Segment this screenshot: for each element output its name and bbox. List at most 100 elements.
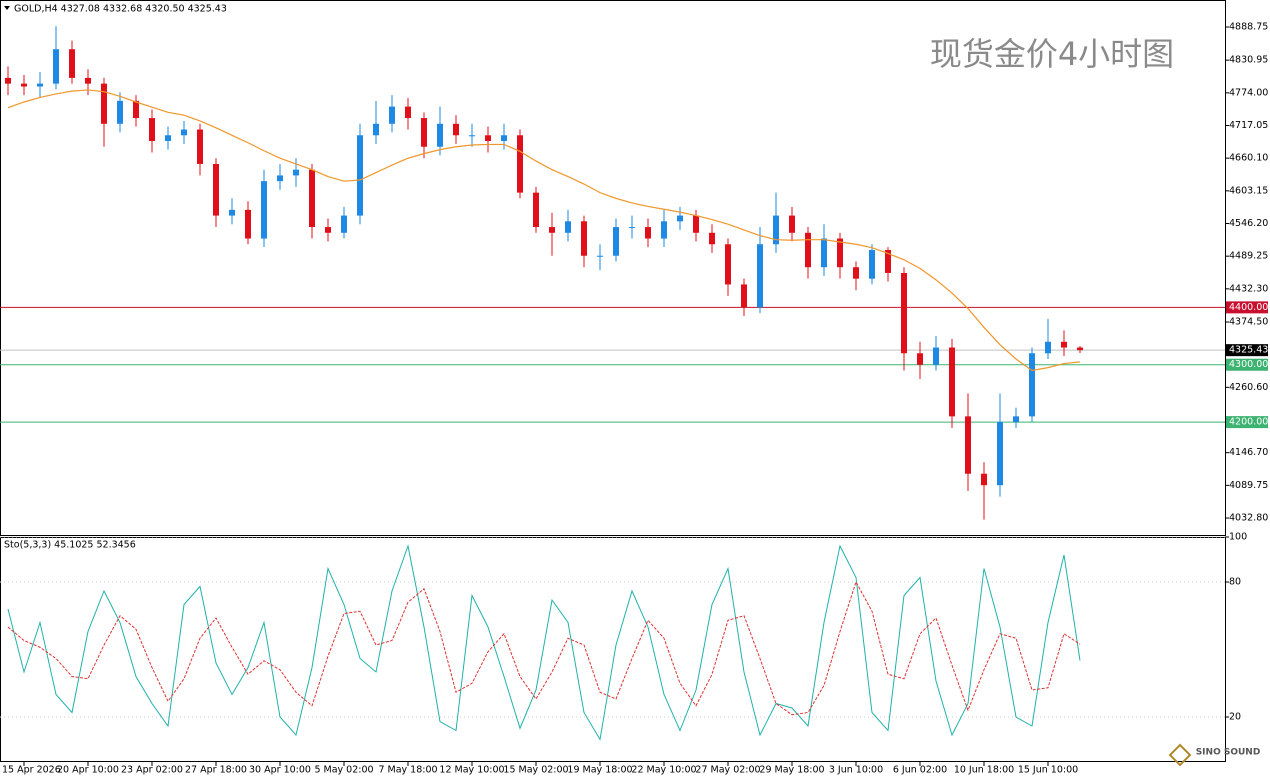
- x-tick-label: 30 Apr 10:00: [249, 765, 311, 776]
- y-tick-label: 20: [1229, 712, 1241, 723]
- x-tick-label: 6 Jun 02:00: [893, 765, 947, 776]
- watermark: SINO SOUND: [1196, 748, 1261, 758]
- current-price-box: [1226, 344, 1268, 357]
- candle-body: [677, 215, 683, 222]
- candle-body: [933, 347, 939, 365]
- x-tick-label: 27 May 02:00: [695, 765, 760, 776]
- candle-body: [613, 227, 619, 256]
- candle-body: [53, 49, 59, 84]
- candle-body: [1029, 353, 1035, 417]
- candle-body: [997, 422, 1003, 486]
- candle-body: [1077, 347, 1083, 351]
- candle-body: [1013, 416, 1019, 423]
- candle-body: [805, 232, 811, 268]
- y-tick-label: 4888.75: [1229, 21, 1268, 32]
- candle-body: [485, 135, 491, 142]
- candle-body: [533, 192, 539, 228]
- logo-icon: [1168, 743, 1192, 767]
- candle-body: [725, 244, 731, 285]
- x-tick-label: 29 May 18:00: [759, 765, 824, 776]
- x-tick-label: 5 May 02:00: [314, 765, 373, 776]
- candle-body: [981, 473, 987, 486]
- candle-body: [565, 221, 571, 233]
- candle-body: [597, 255, 603, 257]
- candle-body: [101, 83, 107, 124]
- candle-body: [821, 238, 827, 268]
- y-tick-label: 4603.15: [1229, 185, 1268, 196]
- x-tick-label: 12 May 10:00: [439, 765, 504, 776]
- chart-title: 现货金价4小时图: [930, 35, 1174, 73]
- candle-body: [309, 169, 315, 228]
- x-tick-label: 15 Apr 2026: [2, 765, 61, 776]
- candle-body: [357, 135, 363, 216]
- candle-body: [965, 416, 971, 474]
- y-tick-label: 4774.00: [1229, 87, 1268, 98]
- y-tick-label: 4146.70: [1229, 447, 1268, 458]
- candle-body: [1061, 341, 1067, 348]
- candle-body: [693, 215, 699, 233]
- level-label-box: [1226, 416, 1268, 429]
- level-label: 4300.00: [1229, 359, 1268, 370]
- candle-body: [469, 135, 475, 137]
- candle-body: [581, 221, 587, 256]
- level-label: 4200.00: [1229, 417, 1268, 428]
- candle-body: [645, 227, 651, 239]
- candle-body: [373, 123, 379, 136]
- candle-body: [197, 129, 203, 164]
- candle-body: [629, 227, 635, 229]
- candle-body: [1045, 341, 1051, 354]
- y-tick-label: 4830.95: [1229, 55, 1268, 66]
- y-tick-label: 4660.10: [1229, 153, 1268, 164]
- candle-body: [837, 238, 843, 268]
- candle-body: [21, 83, 27, 87]
- candle-body: [421, 118, 427, 147]
- candle-body: [165, 135, 171, 142]
- level-label-box: [1226, 358, 1268, 371]
- y-tick-label: 100: [1229, 532, 1247, 543]
- y-tick-label: 4260.60: [1229, 382, 1268, 393]
- x-tick-label: 27 Apr 18:00: [185, 765, 247, 776]
- candle-body: [69, 49, 75, 78]
- candle-body: [917, 353, 923, 365]
- candle-body: [245, 209, 251, 239]
- candle-body: [741, 284, 747, 308]
- y-tick-label: 80: [1229, 577, 1241, 588]
- main-panel: [0, 0, 1226, 536]
- ma-line: [7, 89, 1081, 372]
- candle-body: [869, 250, 875, 279]
- candle-body: [437, 123, 443, 147]
- x-tick-label: 7 May 18:00: [378, 765, 437, 776]
- candle-body: [405, 106, 411, 119]
- candle-body: [757, 244, 763, 308]
- candle-body: [453, 123, 459, 136]
- candle-body: [517, 135, 523, 193]
- y-tick-label: 4089.75: [1229, 480, 1268, 491]
- x-tick-label: 20 Apr 10:00: [57, 765, 119, 776]
- y-tick-label: 4546.20: [1229, 218, 1268, 229]
- y-tick-label: 4489.25: [1229, 251, 1268, 262]
- y-tick-label: 4717.05: [1229, 120, 1268, 131]
- level-label-box: [1226, 301, 1268, 314]
- candle-body: [149, 118, 155, 142]
- stoch-line: [7, 544, 1081, 741]
- x-tick-label: 15 Jun 10:00: [1018, 765, 1078, 776]
- candle-body: [949, 347, 955, 417]
- x-tick-label: 10 Jun 18:00: [954, 765, 1014, 776]
- x-tick-label: 22 May 10:00: [631, 765, 696, 776]
- candle-body: [885, 250, 891, 273]
- candle-body: [117, 100, 123, 124]
- candle-body: [133, 100, 139, 119]
- candle-body: [853, 267, 859, 279]
- candle-body: [277, 175, 283, 182]
- candle-body: [213, 163, 219, 216]
- candle-body: [709, 232, 715, 245]
- candle-body: [37, 83, 43, 87]
- candle-body: [661, 221, 667, 239]
- candle-body: [501, 135, 507, 142]
- candle-body: [261, 181, 267, 239]
- candle-body: [229, 209, 235, 216]
- candle-body: [325, 227, 331, 233]
- candle-body: [181, 129, 187, 136]
